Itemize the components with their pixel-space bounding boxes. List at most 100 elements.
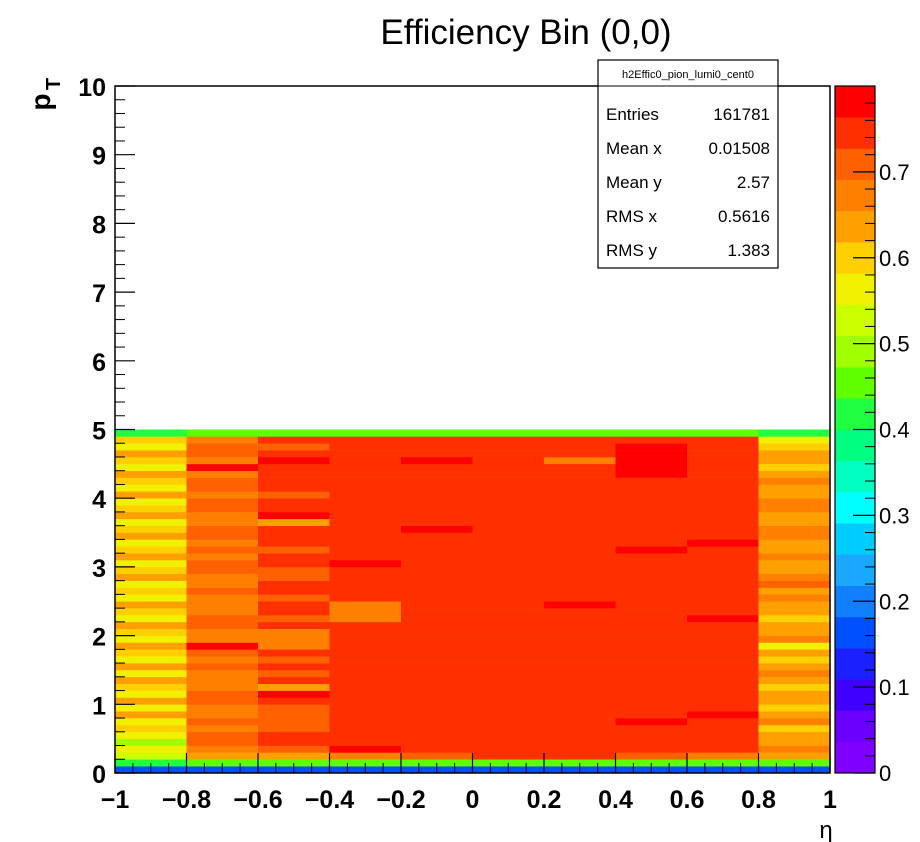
heatmap-cell: [544, 539, 616, 547]
z-tick-label: 0: [879, 761, 891, 786]
heatmap-cell: [258, 484, 330, 492]
heatmap-cell: [758, 676, 831, 684]
heatmap-cell: [687, 731, 759, 739]
heatmap-cell: [401, 587, 473, 595]
y-axis-label-main: p: [25, 93, 56, 110]
heatmap-cell: [115, 463, 187, 472]
heatmap-cell: [472, 635, 545, 643]
heatmap-cell: [115, 745, 187, 753]
heatmap-cell: [472, 511, 545, 520]
heatmap-cell: [544, 621, 616, 630]
stats-label: Mean x: [606, 139, 662, 158]
heatmap-cell: [115, 532, 187, 540]
heatmap-cell: [544, 601, 616, 609]
stats-value: 1.383: [727, 241, 770, 260]
heatmap-cell: [615, 752, 688, 760]
heatmap-cell: [258, 546, 330, 554]
heatmap-cell: [115, 601, 187, 609]
heatmap-cell: [401, 463, 473, 472]
heatmap-cell: [186, 532, 259, 540]
heatmap-cell: [186, 580, 259, 588]
heatmap-cell: [615, 456, 688, 465]
stats-value: 0.5616: [718, 207, 770, 226]
heatmap-cell: [544, 587, 616, 595]
color-bar-band: [835, 679, 875, 711]
heatmap-cell: [472, 484, 545, 492]
heatmap-cell: [258, 456, 330, 465]
z-tick-label: 0.4: [879, 418, 910, 443]
heatmap-cell: [258, 539, 330, 547]
heatmap-cell: [615, 594, 688, 602]
heatmap-cell: [687, 683, 759, 691]
heatmap-cell: [329, 724, 402, 733]
heatmap-cell: [401, 614, 473, 623]
chart-title: Efficiency Bin (0,0): [380, 13, 671, 52]
x-tick-label: 0: [466, 786, 480, 814]
heatmap-cell: [472, 690, 545, 698]
heatmap-cell: [758, 711, 831, 719]
heatmap-cell: [258, 525, 330, 533]
heatmap-cell: [758, 573, 831, 581]
heatmap-cell: [687, 724, 759, 733]
y-tick-label: 0: [92, 761, 106, 789]
heatmap-cell: [615, 614, 688, 623]
heatmap-cell: [401, 697, 473, 705]
heatmap-cell: [615, 704, 688, 712]
heatmap-cell: [758, 683, 831, 691]
heatmap-cell: [615, 649, 688, 657]
heatmap-cell: [401, 731, 473, 739]
heatmap-cell: [115, 628, 187, 636]
heatmap-cell: [472, 759, 545, 767]
heatmap-cell: [687, 663, 759, 671]
heatmap-cell: [544, 429, 616, 437]
heatmap-cell: [615, 491, 688, 499]
y-tick-label: 3: [92, 555, 106, 583]
heatmap-cell: [115, 580, 187, 588]
heatmap-cell: [258, 587, 330, 595]
heatmap-cell: [472, 498, 545, 506]
heatmap-cell: [472, 443, 545, 451]
heatmap-cell: [258, 429, 330, 437]
stats-box: h2Effic0_pion_lumi0_cent0 Entries 161781 M…: [597, 59, 779, 269]
heatmap-cell: [258, 518, 330, 526]
heatmap-cell: [615, 738, 688, 746]
heatmap-cell: [472, 587, 545, 595]
heatmap-cell: [615, 711, 688, 719]
y-tick-label: 7: [92, 280, 106, 308]
heatmap-cell: [258, 498, 330, 506]
heatmap-cell: [544, 759, 616, 767]
heatmap-cell: [329, 587, 402, 595]
x-tick-label: −1: [101, 786, 130, 814]
heatmap-cell: [115, 731, 187, 739]
heatmap-cell: [615, 628, 688, 636]
heatmap-cell: [401, 491, 473, 499]
heatmap-cell: [115, 690, 187, 698]
heatmap-cell: [258, 718, 330, 726]
heatmap-cell: [687, 587, 759, 595]
heatmap-cell: [615, 621, 688, 630]
heatmap-cell: [329, 669, 402, 678]
heatmap-cell: [472, 621, 545, 630]
heatmap-cell: [115, 642, 187, 650]
heatmap-cell: [115, 738, 187, 746]
heatmap-cell: [329, 718, 402, 726]
heatmap-cell: [329, 463, 402, 472]
z-tick-label: 0.7: [879, 160, 910, 185]
heatmap-cell: [329, 560, 402, 568]
heatmap-cell: [401, 669, 473, 678]
heatmap-cell: [115, 553, 187, 561]
heatmap-cell: [329, 546, 402, 554]
heatmap-cell: [758, 429, 831, 437]
heatmap-cell: [758, 731, 831, 739]
heatmap-cell: [186, 601, 259, 609]
heatmap-cell: [758, 491, 831, 499]
heatmap-cell: [687, 491, 759, 499]
heatmap-cell: [758, 738, 831, 746]
heatmap-cell: [472, 704, 545, 712]
heatmap-cell: [544, 614, 616, 623]
heatmap-cell: [615, 587, 688, 595]
heatmap-cell: [758, 566, 831, 575]
heatmap-cell: [615, 463, 688, 472]
heatmap-cell: [115, 429, 187, 437]
heatmap-cell: [544, 566, 616, 575]
